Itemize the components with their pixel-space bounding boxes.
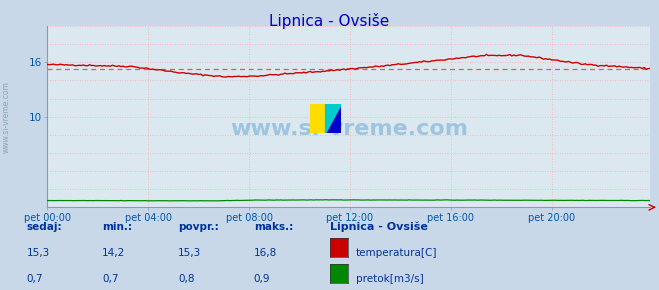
- Text: 15,3: 15,3: [178, 248, 201, 258]
- Polygon shape: [326, 104, 341, 133]
- Text: 14,2: 14,2: [102, 248, 125, 258]
- Text: min.:: min.:: [102, 222, 132, 232]
- Text: temperatura[C]: temperatura[C]: [356, 248, 438, 258]
- Polygon shape: [326, 104, 341, 133]
- Text: 0,8: 0,8: [178, 274, 194, 284]
- Text: www.si-vreme.com: www.si-vreme.com: [230, 119, 468, 139]
- Text: povpr.:: povpr.:: [178, 222, 219, 232]
- Text: 0,7: 0,7: [102, 274, 119, 284]
- Text: www.si-vreme.com: www.si-vreme.com: [2, 81, 11, 153]
- Text: Lipnica - Ovsiše: Lipnica - Ovsiše: [330, 222, 428, 232]
- Text: pretok[m3/s]: pretok[m3/s]: [356, 274, 424, 284]
- Text: 0,9: 0,9: [254, 274, 270, 284]
- Text: sedaj:: sedaj:: [26, 222, 62, 232]
- Text: 15,3: 15,3: [26, 248, 49, 258]
- Text: 0,7: 0,7: [26, 274, 43, 284]
- Text: 16,8: 16,8: [254, 248, 277, 258]
- Bar: [310, 104, 326, 133]
- Text: maks.:: maks.:: [254, 222, 293, 232]
- Text: Lipnica - Ovsiše: Lipnica - Ovsiše: [270, 13, 389, 29]
